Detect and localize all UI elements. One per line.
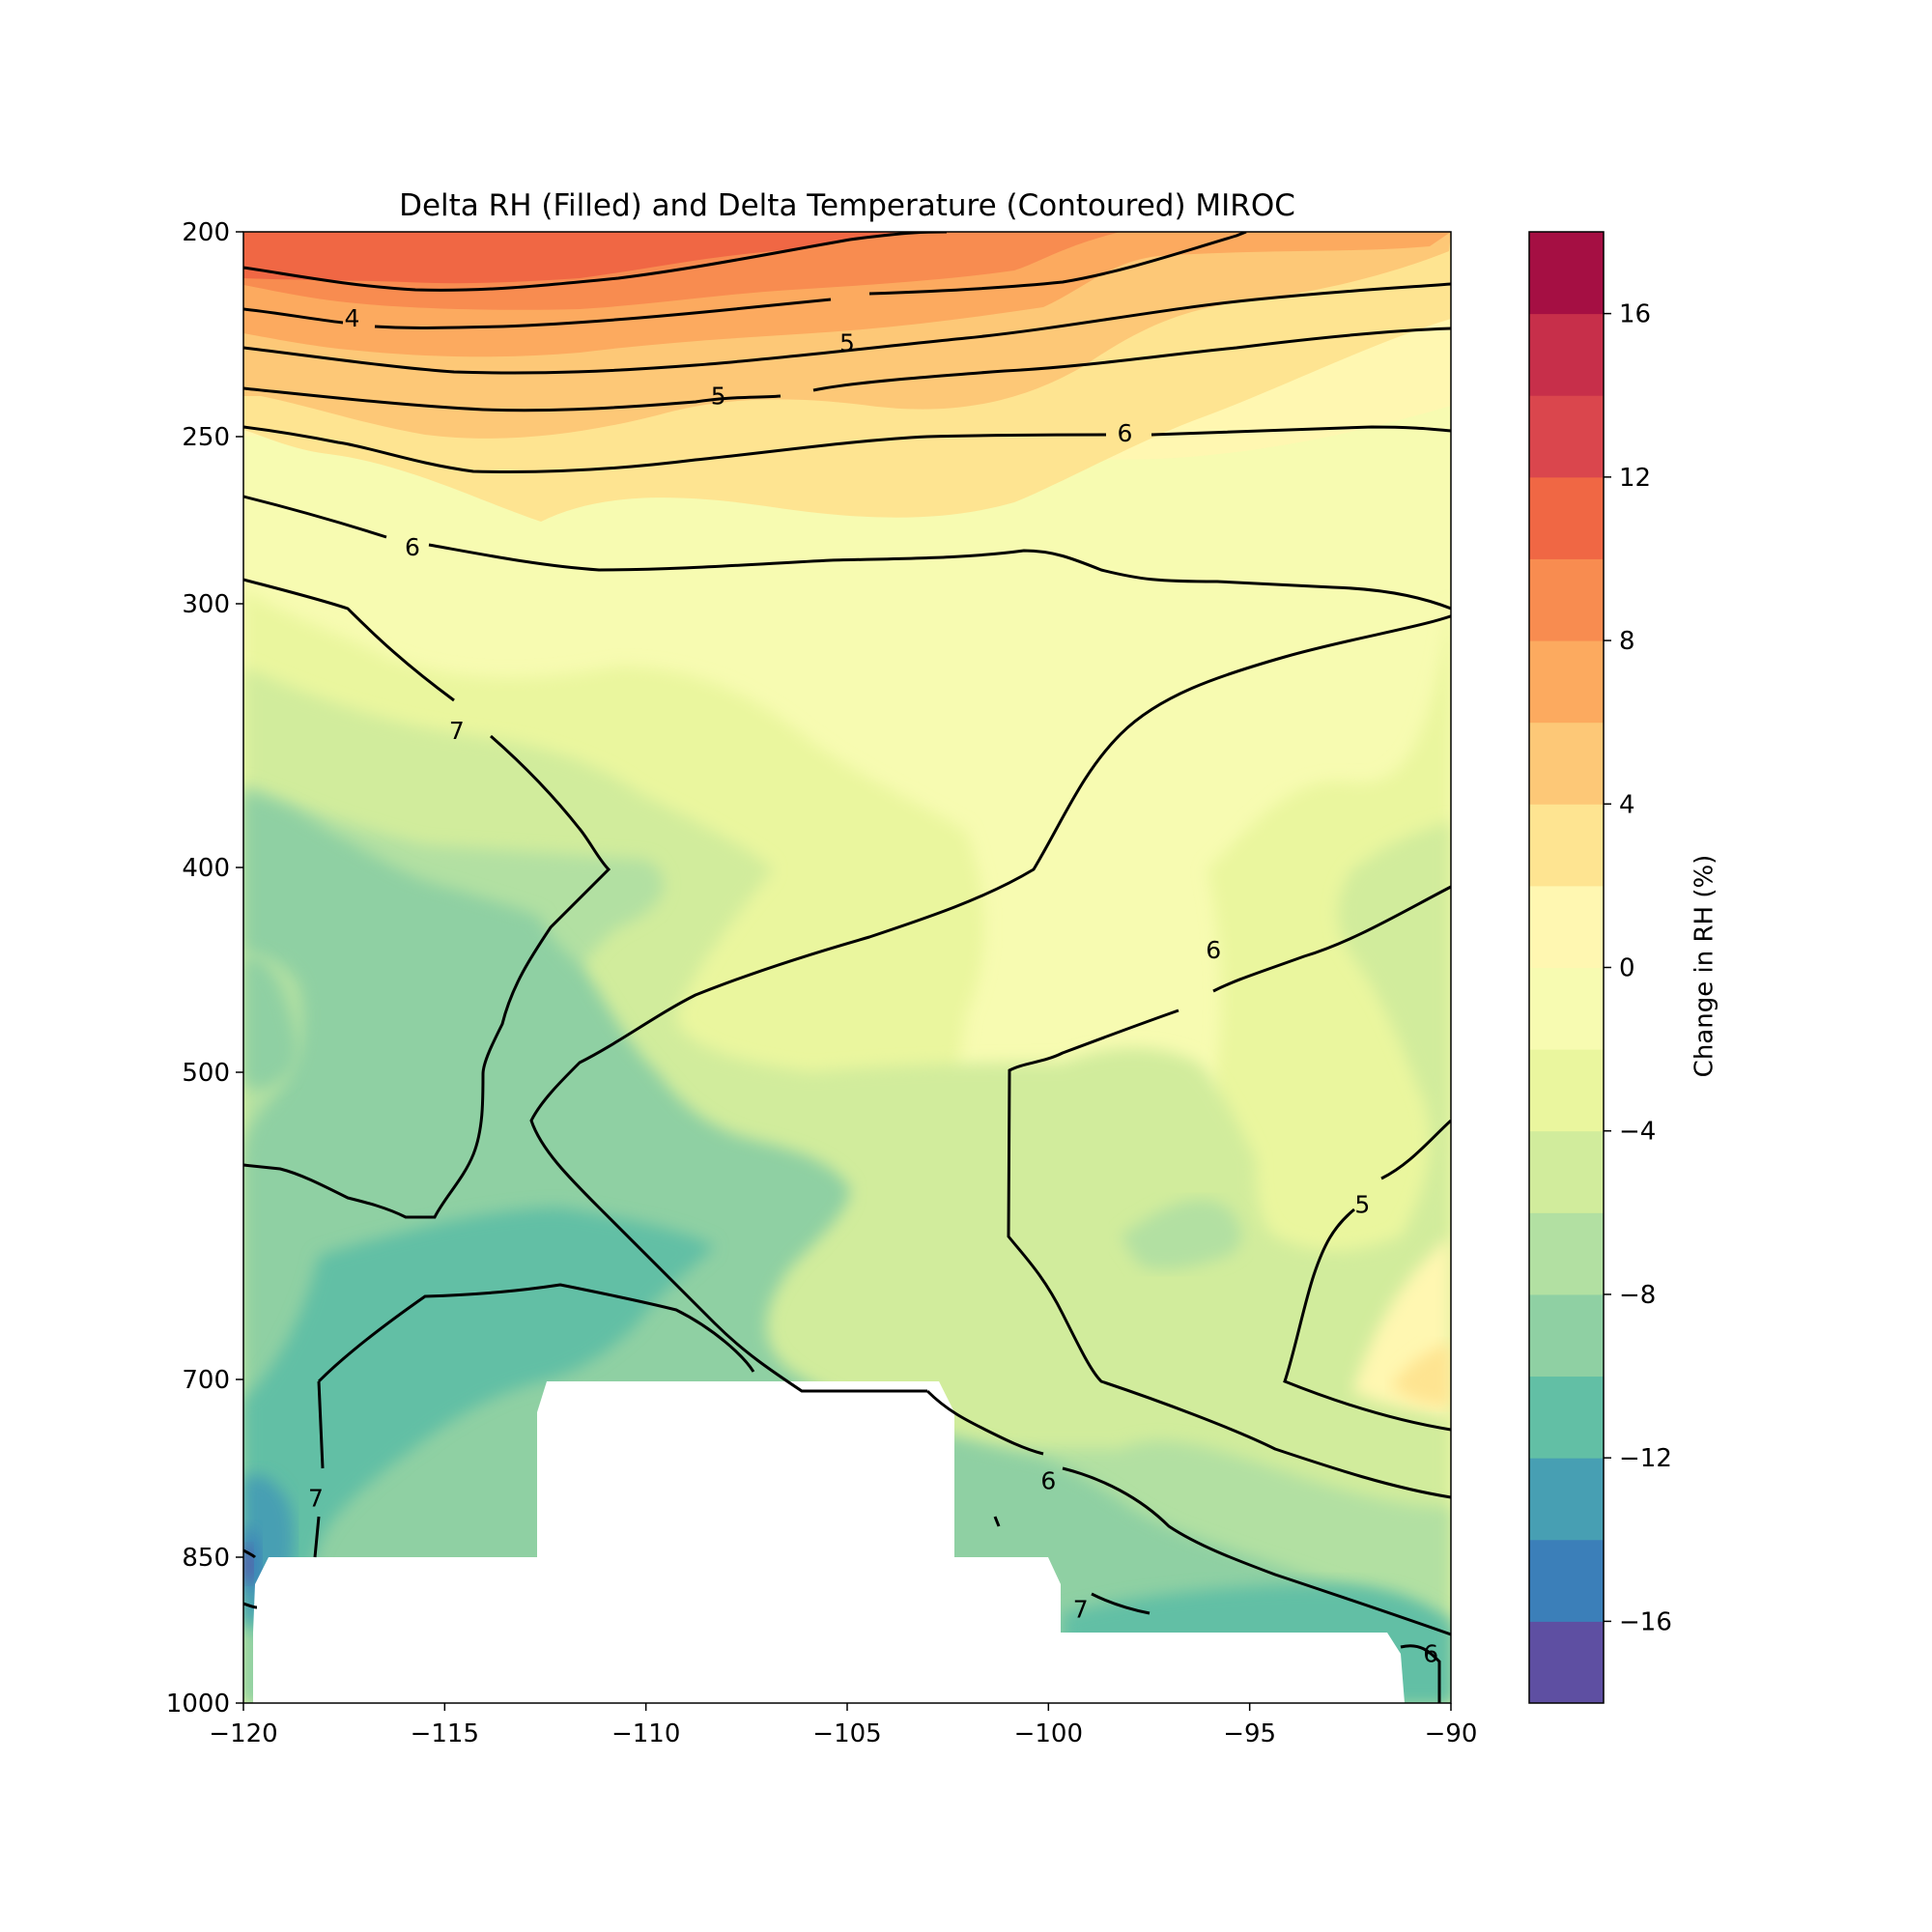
contour-label: 7 [1073,1595,1089,1623]
contour-line-15 [243,1602,258,1609]
contour-label: 6 [405,533,420,561]
colorbar-segment [1529,722,1604,805]
x-tick-label: −115 [411,1719,479,1748]
contour-label: 5 [711,383,726,411]
x-axis: −120 −115 −110 −105 −100 −95 −90 [209,1703,1477,1748]
y-tick-label: 1000 [166,1690,230,1719]
y-tick-label: 500 [182,1059,230,1088]
contour-label: 4 [345,304,360,332]
plot-area [243,232,1451,1703]
colorbar-tick-label: −16 [1619,1607,1672,1636]
contour-line-3 [243,282,1451,375]
rh-band-minus8-west [243,955,298,1089]
colorbar-segment [1529,476,1604,559]
masked-region-700 [253,1381,1405,1703]
contour-line-9 [1283,1119,1451,1432]
colorbar-segment [1529,1621,1604,1704]
colorbar-segment [1529,232,1604,315]
colorbar-tick-label: 12 [1619,464,1651,493]
contour-label: 7 [308,1485,324,1513]
contour-label: 5 [839,328,855,356]
colorbar-segment [1529,804,1604,887]
colorbar-segment [1529,640,1604,724]
contour-line-4 [243,327,1451,412]
contour-line-16 [1400,1644,1441,1703]
contour-line-2 [243,232,1247,329]
contour-label: 6 [1040,1466,1056,1494]
contour-line-11 [993,1516,1001,1527]
y-tick-label: 850 [182,1544,230,1573]
colorbar-tick-label: 8 [1619,627,1635,656]
x-tick-label: −120 [209,1719,277,1748]
colorbar-segment [1529,1376,1604,1459]
colorbar-tick-label: −4 [1619,1118,1656,1147]
y-tick-label: 700 [182,1366,230,1395]
colorbar-segment [1529,1293,1604,1378]
colorbar-tick-label: 16 [1619,300,1651,329]
colorbar-segment [1529,1049,1604,1132]
chart-title: Delta RH (Filled) and Delta Temperature … [399,188,1295,223]
colorbar-segment [1529,1539,1604,1622]
y-tick-label: 200 [182,218,230,247]
contour-label: 5 [1354,1191,1370,1219]
x-tick-label: −105 [812,1719,881,1748]
rh-band-minus10 [243,1208,715,1637]
contour-line-13 [313,1380,325,1558]
contour-line-7 [243,578,611,1219]
colorbar-tick-label: 0 [1619,954,1635,983]
contour-labels: 4 5 5 6 6 7 6 5 6 7 7 6 [308,304,1438,1668]
contour-line-8 [1007,885,1451,1499]
colorbar-segment [1529,313,1604,396]
contour-label: 6 [1423,1640,1438,1668]
colorbar-tick-label: 4 [1619,790,1635,819]
contour-label: 6 [1118,419,1133,447]
colorbar-tick-label: −8 [1619,1281,1656,1310]
colorbar-segment [1529,1458,1604,1541]
x-tick-label: −100 [1014,1719,1083,1748]
colorbar-segment [1529,1212,1604,1295]
contour-line-1 [243,232,948,292]
y-tick-label: 400 [182,854,230,883]
rh-band-plus10 [243,232,898,284]
contour-line-5 [243,425,1451,473]
colorbar-segment [1529,558,1604,641]
x-tick-label: −90 [1425,1719,1478,1748]
contour-line-6 [243,495,1451,1393]
colorbar-tick-label: −12 [1619,1444,1672,1473]
colorbar-segment [1529,885,1604,968]
contour-line-14 [317,1283,755,1383]
masked-topography [253,1381,1405,1703]
rh-band-east-plus2 [1391,1343,1451,1406]
contour-label: 6 [1206,936,1221,964]
colorbar-segment [1529,395,1604,478]
contour-line-17 [243,1548,257,1559]
y-axis: 200 250 300 400 500 700 850 1000 [166,218,243,1719]
y-tick-label: 250 [182,423,230,452]
x-tick-label: −110 [611,1719,680,1748]
contour-line-12 [1091,1592,1151,1615]
contour-label: 7 [449,717,465,745]
colorbar: −16 −12 −8 −4 0 4 8 12 16 [1528,231,1672,1704]
colorbar-label: Change in RH (%) [1690,855,1719,1078]
x-tick-label: −95 [1223,1719,1276,1748]
colorbar-segment [1529,1130,1604,1213]
temperature-contours [243,232,1451,1703]
contour-line-10 [925,1389,1451,1636]
y-tick-label: 300 [182,590,230,619]
rh-band-center-minus6 [1121,1199,1241,1270]
colorbar-segment [1529,967,1604,1050]
